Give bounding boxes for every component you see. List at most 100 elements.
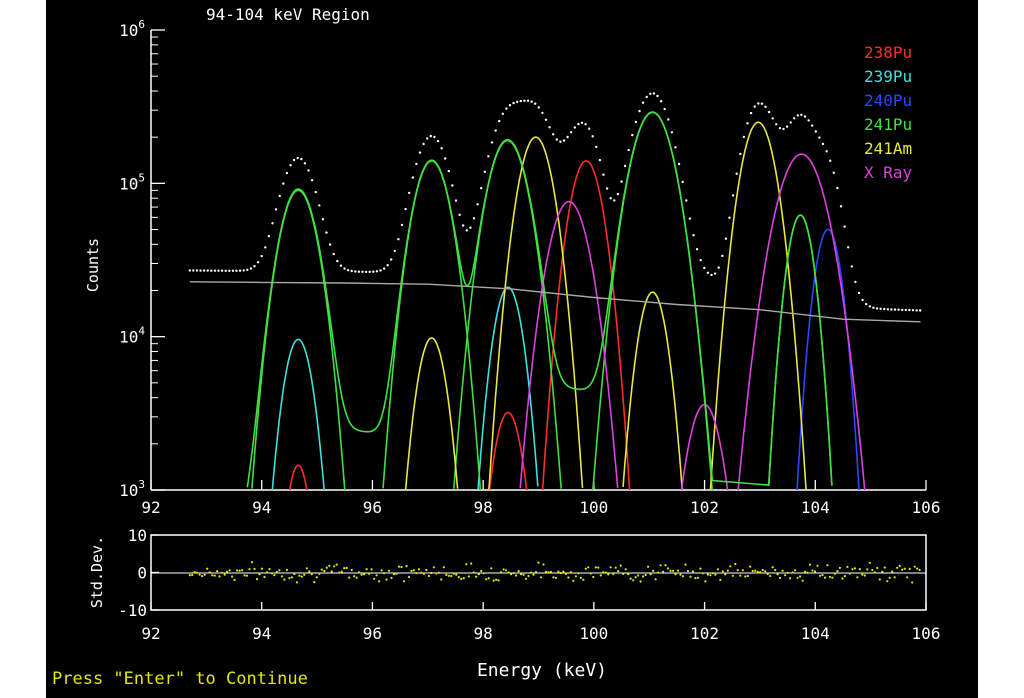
residual-point: [784, 574, 787, 577]
residual-point: [512, 572, 515, 575]
residual-point: [320, 568, 323, 571]
residual-point: [313, 581, 316, 584]
residual-point: [529, 571, 533, 574]
data-point: [271, 222, 274, 225]
residual-point: [295, 581, 298, 584]
data-point: [249, 267, 253, 270]
residual-point: [711, 572, 715, 575]
data-point: [616, 192, 620, 196]
data-point: [422, 142, 425, 146]
data-point: [577, 122, 580, 126]
data-point: [346, 269, 350, 272]
residual-point: [537, 561, 540, 564]
data-point: [623, 164, 627, 168]
data-point: [379, 269, 382, 272]
peak-241pu: [251, 189, 346, 490]
residual-point: [676, 569, 680, 572]
residual-point: [490, 567, 493, 570]
data-point: [688, 217, 692, 220]
y-tick-label: 103: [119, 478, 145, 500]
data-point: [382, 267, 386, 270]
residual-point: [572, 579, 575, 582]
residual-point: [826, 564, 829, 567]
residual-point: [482, 572, 485, 575]
residual-point: [769, 574, 772, 578]
data-point: [534, 102, 537, 105]
residual-point: [664, 564, 667, 567]
residual-point: [472, 571, 475, 574]
residual-point: [589, 572, 592, 575]
residual-point: [637, 574, 640, 577]
peak-x-ray: [519, 200, 619, 489]
residual-point: [841, 577, 844, 580]
data-point: [919, 309, 922, 312]
data-point: [336, 259, 339, 263]
data-point: [386, 264, 389, 267]
data-point: [429, 134, 432, 138]
residual-point: [569, 571, 573, 574]
data-point: [357, 270, 361, 273]
data-point: [915, 309, 918, 312]
residual-point: [534, 571, 538, 574]
residual-point: [358, 571, 361, 574]
peak-241am: [404, 337, 459, 490]
data-point: [584, 123, 587, 126]
residual-point: [238, 569, 241, 572]
x-ticks-residual: 92 94 96 98 100 102 104 106: [141, 602, 940, 643]
residual-point: [542, 563, 545, 566]
residual-point: [878, 578, 881, 581]
data-point: [807, 119, 810, 122]
residual-point: [420, 571, 423, 574]
data-point: [372, 270, 375, 273]
data-point: [292, 158, 296, 162]
data-point: [771, 117, 774, 120]
residual-point: [731, 574, 734, 577]
residual-point: [848, 572, 852, 575]
data-point: [469, 226, 472, 229]
residual-point: [452, 572, 455, 575]
residual-point: [442, 566, 445, 569]
residual-point: [823, 576, 827, 579]
data-point: [541, 111, 544, 115]
y-tick-label: 104: [119, 325, 145, 347]
x-axis-label: Energy (keV): [477, 660, 607, 681]
data-point: [886, 308, 889, 311]
residual-point: [721, 570, 724, 573]
residual-point: [883, 566, 886, 569]
residual-point: [400, 565, 403, 569]
data-point: [685, 199, 688, 202]
data-point: [656, 94, 659, 98]
peak-240pu: [796, 228, 860, 490]
residual-point: [681, 575, 685, 578]
residual-point: [415, 572, 418, 575]
residual-point: [659, 564, 662, 567]
continue-prompt: Press "Enter" to Continue: [52, 669, 308, 689]
residual-point: [278, 569, 281, 572]
residual-point: [903, 567, 906, 570]
residual-point: [203, 573, 206, 576]
residual-point: [828, 575, 832, 579]
residual-point: [806, 571, 809, 574]
residual-point: [564, 572, 568, 576]
data-point: [677, 162, 681, 166]
data-point: [854, 280, 857, 284]
residual-point: [888, 576, 891, 579]
residual-point: [853, 567, 857, 570]
residual-point: [759, 571, 762, 574]
residual-point: [694, 577, 697, 580]
data-point: [814, 130, 817, 133]
residual-point: [851, 568, 854, 571]
residual-point: [602, 571, 605, 574]
residual-point: [816, 564, 819, 567]
data-point: [339, 264, 343, 267]
residual-point: [579, 576, 582, 580]
data-point: [706, 271, 710, 274]
data-point: [411, 176, 414, 179]
data-point: [314, 190, 317, 194]
data-point: [350, 269, 353, 273]
residual-point: [557, 570, 560, 573]
y-tick-label: 0: [137, 564, 147, 583]
residual-point: [273, 574, 276, 577]
data-point: [836, 186, 839, 190]
peak-238pu: [541, 160, 631, 490]
